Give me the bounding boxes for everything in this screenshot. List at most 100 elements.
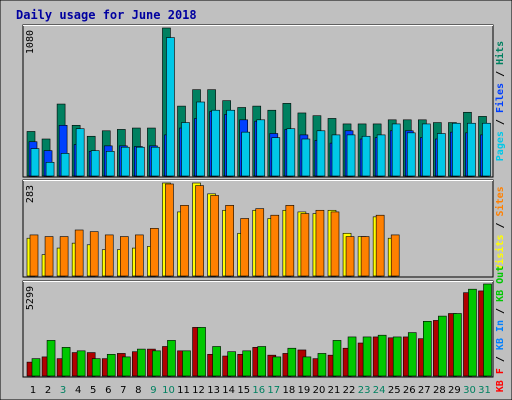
bar-kb-out-day-22 bbox=[347, 336, 357, 377]
bar-pages-day-29 bbox=[452, 122, 461, 177]
x-label-day-26: 26 bbox=[403, 385, 416, 396]
bar-sites-day-8 bbox=[135, 234, 144, 277]
legend-separator: / bbox=[495, 216, 506, 234]
x-label-day-31: 31 bbox=[478, 385, 491, 396]
bar-kb-out-day-20 bbox=[317, 353, 327, 377]
x-label-day-7: 7 bbox=[120, 385, 126, 396]
x-label-day-17: 17 bbox=[267, 385, 280, 396]
bar-kb-out-day-31 bbox=[483, 283, 492, 377]
x-label-day-15: 15 bbox=[237, 385, 250, 396]
bar-sites-day-5 bbox=[89, 231, 99, 277]
legend-separator: / bbox=[495, 65, 506, 83]
bar-sites-day-17 bbox=[270, 214, 280, 277]
bar-kb-out-day-24 bbox=[377, 334, 387, 377]
bar-sites-day-13 bbox=[210, 195, 219, 277]
x-label-day-25: 25 bbox=[388, 385, 401, 396]
bar-pages-day-9 bbox=[151, 146, 160, 177]
bar-kb-out-day-29 bbox=[453, 313, 462, 377]
bar-pages-day-19 bbox=[301, 138, 311, 177]
y-max-label: 1080 bbox=[25, 30, 36, 54]
bar-kb-out-day-13 bbox=[212, 346, 221, 377]
x-label-day-20: 20 bbox=[313, 385, 326, 396]
x-label-day-2: 2 bbox=[45, 385, 51, 396]
bar-sites-day-24 bbox=[375, 214, 385, 277]
bar-kb-out-day-15 bbox=[242, 350, 251, 377]
legend: KB F / KB In / KB Out bbox=[495, 266, 506, 392]
bar-kb-out-day-25 bbox=[392, 336, 402, 377]
x-label-day-10: 10 bbox=[162, 385, 175, 396]
x-label-day-30: 30 bbox=[463, 385, 476, 396]
bar-pages-day-10 bbox=[166, 37, 175, 177]
bar-kb-out-day-12 bbox=[197, 327, 206, 377]
bar-sites-day-19 bbox=[300, 213, 310, 277]
bar-sites-day-7 bbox=[120, 236, 129, 277]
bar-sites-day-18 bbox=[285, 205, 295, 277]
x-label-day-11: 11 bbox=[177, 385, 190, 396]
legend: Visits / Sites bbox=[494, 186, 506, 270]
hits-files-pages-panel: 1080 Pages / Files / Hits bbox=[22, 24, 506, 178]
bar-kb-out-day-10 bbox=[167, 340, 176, 377]
chart-title: Daily usage for June 2018 bbox=[16, 8, 197, 22]
x-label-day-3: 3 bbox=[60, 385, 66, 396]
bar-pages-day-20 bbox=[316, 130, 326, 177]
x-label-day-5: 5 bbox=[90, 385, 96, 396]
bar-kb-out-day-21 bbox=[332, 340, 342, 377]
bar-pages-day-12 bbox=[196, 101, 205, 177]
bar-pages-day-7 bbox=[121, 146, 130, 177]
bar-sites-day-1 bbox=[29, 234, 39, 277]
bar-sites-day-12 bbox=[195, 185, 204, 277]
bar-pages-day-1 bbox=[30, 148, 40, 177]
bar-pages-day-18 bbox=[286, 128, 296, 177]
x-label-day-12: 12 bbox=[192, 385, 205, 396]
bar-pages-day-2 bbox=[45, 161, 55, 177]
bar-kb-out-day-1 bbox=[31, 358, 41, 377]
legend-files: Files bbox=[494, 83, 506, 113]
bar-pages-day-4 bbox=[75, 128, 85, 177]
x-axis-day-labels: 1 2 3 4 5 6 7 8 9 10 11 12 13 14 15 16 17 18 19 20 21 22 23 24 2… bbox=[30, 385, 491, 396]
bar-pages-day-16 bbox=[256, 119, 266, 177]
legend-hits: Hits bbox=[494, 41, 506, 65]
bar-sites-day-14 bbox=[225, 205, 234, 277]
bar-pages-day-21 bbox=[331, 134, 341, 177]
y-max-label: 5299 bbox=[25, 286, 36, 310]
legend-kb-out: KB Out bbox=[495, 266, 506, 302]
legend-visits: Visits bbox=[494, 235, 506, 271]
bar-sites-day-15 bbox=[240, 218, 249, 277]
x-label-day-23: 23 bbox=[358, 385, 371, 396]
bar-sites-day-4 bbox=[74, 229, 84, 277]
bar-kb-out-day-7 bbox=[122, 356, 131, 377]
bar-pages-day-5 bbox=[90, 150, 100, 177]
bar-sites-day-22 bbox=[345, 236, 355, 277]
bar-kb-out-day-4 bbox=[76, 350, 86, 377]
x-label-day-1: 1 bbox=[30, 385, 36, 396]
x-label-day-13: 13 bbox=[207, 385, 220, 396]
legend-separator: / bbox=[495, 350, 506, 368]
bar-pages-day-3 bbox=[60, 153, 70, 177]
legend-kb-f: KB F bbox=[495, 368, 506, 392]
bar-kb-out-day-19 bbox=[302, 356, 312, 377]
x-label-day-4: 4 bbox=[75, 385, 81, 396]
bar-kb-out-day-2 bbox=[46, 340, 56, 377]
bar-sites-day-11 bbox=[180, 205, 189, 277]
bar-pages-day-23 bbox=[361, 135, 371, 177]
bar-kb-out-day-23 bbox=[362, 336, 372, 377]
x-label-day-19: 19 bbox=[298, 385, 311, 396]
bar-pages-day-13 bbox=[211, 109, 220, 177]
x-label-day-6: 6 bbox=[105, 385, 111, 396]
bar-kb-out-day-16 bbox=[257, 346, 267, 377]
bar-kb-out-day-3 bbox=[61, 347, 71, 377]
bar-sites-day-21 bbox=[330, 211, 340, 277]
visits-sites-panel: 283 Visits / Sites bbox=[22, 179, 506, 278]
bar-sites-day-20 bbox=[315, 209, 325, 277]
kbytes-panel: 5299 KB F / KB In / KB Out bbox=[22, 266, 506, 392]
bar-pages-day-31 bbox=[482, 122, 491, 177]
bar-pages-day-22 bbox=[346, 134, 356, 177]
bar-pages-day-30 bbox=[467, 122, 476, 177]
legend-separator: / bbox=[495, 113, 506, 131]
bar-kb-out-day-28 bbox=[438, 315, 447, 377]
x-label-day-16: 16 bbox=[252, 385, 265, 396]
bar-kb-out-day-6 bbox=[106, 353, 116, 377]
legend-pages: Pages bbox=[495, 131, 506, 161]
bar-sites-day-9 bbox=[150, 228, 159, 277]
